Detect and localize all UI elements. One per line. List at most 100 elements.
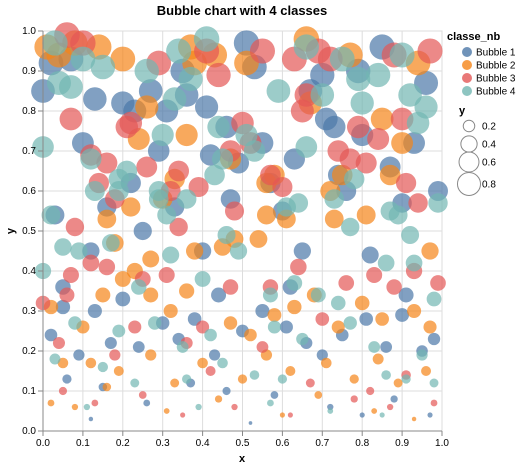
bubble-point <box>341 217 360 237</box>
bubble-point <box>293 34 319 60</box>
bubble-point <box>169 217 188 237</box>
bubble-point <box>195 95 219 119</box>
bubble-point <box>217 357 228 369</box>
bubble-point <box>206 62 231 88</box>
bubble-point <box>255 303 270 319</box>
size-legend-symbol <box>458 151 480 173</box>
bubble-point <box>130 378 140 388</box>
bubble-point <box>327 408 334 414</box>
x-tick-label: 0.3 <box>156 438 170 449</box>
bubble-point <box>55 299 71 315</box>
bubble-point <box>41 205 61 225</box>
bubble-point <box>148 316 162 330</box>
bubble-point <box>68 316 82 330</box>
x-tick-label: 0.9 <box>395 438 409 449</box>
bubble-point <box>217 225 236 245</box>
bubble-point <box>90 54 116 80</box>
bubble-point <box>375 312 389 326</box>
bubble-point <box>121 197 141 217</box>
bubble-point <box>57 357 69 369</box>
bubble-point <box>338 275 355 291</box>
bubble-point <box>393 378 403 388</box>
bubble-point <box>279 412 285 418</box>
bubble-point <box>296 332 309 346</box>
y-tick-label: 0.5 <box>22 226 36 237</box>
bubble-point <box>188 176 209 198</box>
size-legend: y 0.2 0.4 0.6 0.8 <box>456 105 496 197</box>
legend-swatch <box>462 73 472 83</box>
bubble-point <box>293 242 311 260</box>
y-tick-label: 0.0 <box>22 426 36 437</box>
bubble-point <box>249 230 268 248</box>
bubble-point <box>170 378 180 388</box>
bubble-point <box>166 38 192 64</box>
bubble-point <box>270 391 279 399</box>
bubble-point <box>398 83 422 107</box>
bubble-point <box>267 320 281 334</box>
y-tick-label: 0.7 <box>22 146 36 157</box>
bubble-point <box>407 303 422 319</box>
bubble-point <box>71 403 79 411</box>
bubble-point <box>324 189 345 209</box>
bubble-point <box>386 279 402 295</box>
bubble-point <box>119 111 143 135</box>
bubble-point <box>102 382 112 392</box>
bubble-point <box>401 225 420 245</box>
bubble-point <box>366 62 391 88</box>
legend-label: Bubble 4 <box>476 87 516 98</box>
x-tick-label: 0.2 <box>116 438 130 449</box>
bubble-point <box>194 271 211 287</box>
bubble-point <box>430 399 438 407</box>
bubble-point <box>231 403 238 411</box>
bubble-point <box>208 349 221 361</box>
y-tick-label: 0.1 <box>22 386 36 397</box>
bubble-point <box>428 193 448 213</box>
chart-title: Bubble chart with 4 classes <box>157 3 328 18</box>
bubble-point <box>70 46 96 72</box>
bubble-point <box>131 279 147 295</box>
bubble-point <box>355 152 377 174</box>
bubble-point <box>389 42 415 68</box>
bubble-point <box>310 83 335 107</box>
bubble-point <box>196 320 210 334</box>
color-legend-items: Bubble 1 Bubble 2 Bubble 3 Bubble 4 <box>462 47 516 98</box>
size-legend-label: 0.2 <box>482 122 496 133</box>
bubble-point <box>256 341 269 353</box>
bubble-point <box>421 242 439 260</box>
bubble-point <box>324 209 344 229</box>
x-tick-label: 0.0 <box>36 438 50 449</box>
bubble-point <box>62 374 72 384</box>
bubble-point <box>204 164 225 186</box>
bubble-point <box>277 374 288 384</box>
bubble-point <box>128 320 142 334</box>
bubble-point <box>138 391 147 399</box>
bubble-point <box>327 403 334 411</box>
bubble-point <box>421 366 432 376</box>
bubble-point <box>359 412 365 418</box>
bubble-point <box>65 217 85 237</box>
size-legend-items: 0.2 0.4 0.6 0.8 <box>456 119 496 197</box>
x-tick-label: 0.4 <box>196 438 210 449</box>
bubble-point <box>361 246 379 264</box>
bubble-point <box>207 115 230 139</box>
x-axis: 0.0 0.1 0.2 0.3 0.4 0.5 0.6 0.7 0.8 0.9 1.0 <box>36 430 449 449</box>
y-tick-label: 0.6 <box>22 186 36 197</box>
bubble-point <box>182 374 192 384</box>
bubble-point <box>320 357 332 369</box>
bubble-point <box>290 258 307 276</box>
bubble-point <box>83 403 91 411</box>
bubble-point <box>290 99 314 123</box>
y-tick-label: 0.2 <box>22 346 36 357</box>
bubble-point <box>104 336 117 350</box>
bubble-point <box>344 168 365 190</box>
bubble-point <box>272 176 293 198</box>
bubble-point <box>323 115 346 139</box>
bubble-point <box>211 148 234 170</box>
bubble-point <box>262 287 278 303</box>
bubble-point <box>279 320 293 334</box>
bubble-point <box>143 287 159 303</box>
x-tick-label: 0.7 <box>315 438 329 449</box>
bubble-point <box>391 132 414 154</box>
bubble-point <box>377 254 395 272</box>
plot-area <box>31 22 448 432</box>
